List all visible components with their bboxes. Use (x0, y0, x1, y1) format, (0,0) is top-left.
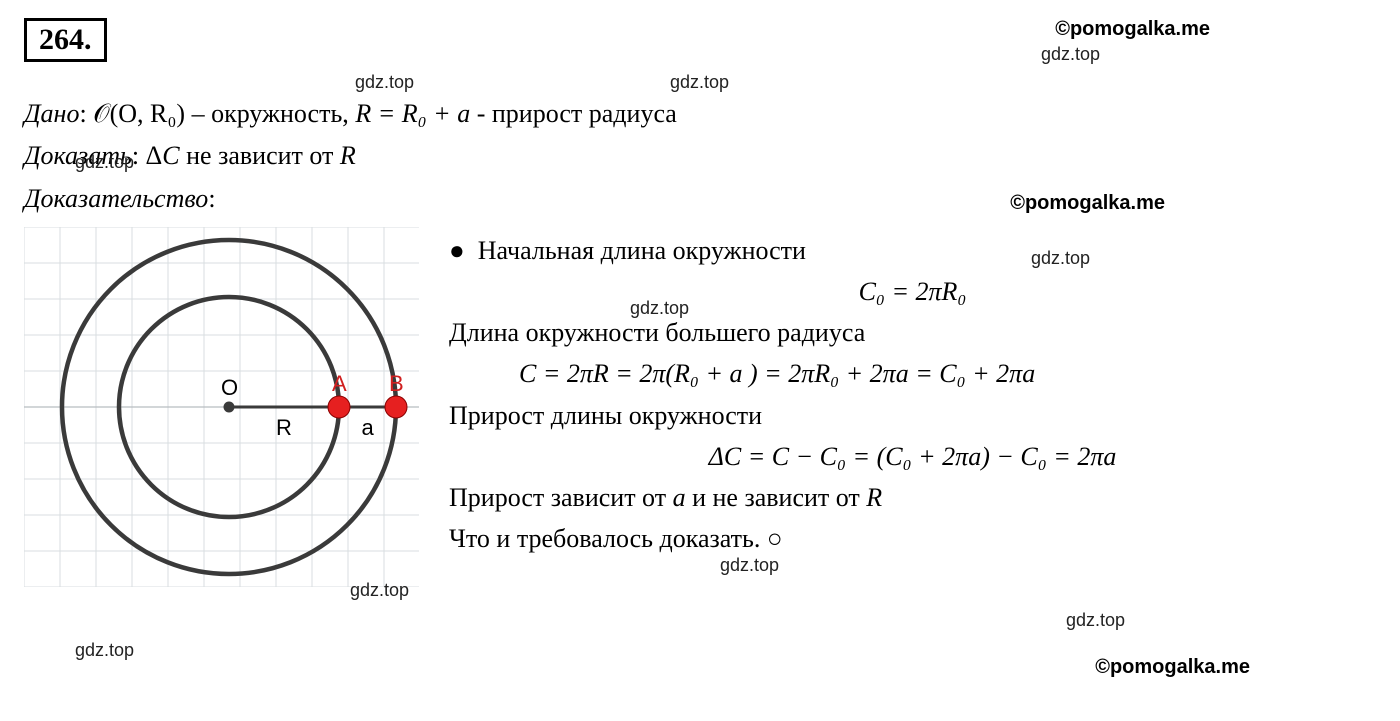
given-line: Дано: 𝒪(O, R₀) – окружность, R = R₀ + a … (24, 96, 1376, 132)
problem-number: 264. (24, 18, 107, 62)
given-circle-notation: 𝒪(O, R₀) (93, 99, 185, 128)
prove-var: C (162, 141, 179, 170)
given-label: Дано (24, 99, 79, 128)
given-tail: - прирост радиуса (470, 99, 677, 128)
svg-text:R: R (276, 415, 292, 440)
given-circle-desc: – окружность, (185, 99, 355, 128)
body-l4-mid: и не зависит от (686, 483, 867, 512)
svg-text:B: B (389, 371, 404, 396)
body-line-2: Длина окружности большего радиуса (449, 315, 1376, 350)
proof-label-line: Доказательство: (24, 181, 1376, 217)
watermark-pomogalka-3: ©pomogalka.me (1095, 656, 1250, 679)
body-eq-1: C₀ = 2πR₀ (449, 274, 1376, 309)
prove-label: Доказать (24, 141, 132, 170)
proof-label: Доказательство (24, 184, 208, 213)
body-l4-pre: Прирост зависит от (449, 483, 673, 512)
prove-prefix: : Δ (132, 141, 162, 170)
body-line-5: Что и требовалось доказать. ○ (449, 521, 1376, 556)
watermark-pomogalka: ©pomogalka.me (1055, 18, 1210, 41)
given-equation: R = R₀ + a (355, 99, 470, 128)
watermark-gdztop-3: gdz.top (670, 72, 729, 93)
svg-text:A: A (332, 371, 347, 396)
prove-mid: не зависит от (180, 141, 340, 170)
watermark-gdztop: gdz.top (1041, 44, 1100, 65)
watermark-gdztop-9: gdz.top (1066, 610, 1125, 631)
watermark-gdztop-10: gdz.top (75, 640, 134, 661)
prove-var2: R (340, 141, 356, 170)
svg-text:O: O (221, 375, 238, 400)
content-row: O A B Ra Начальная длина окружности C₀ = 2π… (24, 227, 1376, 587)
body-eq-3: ΔC = C − C₀ = (C₀ + 2πa) − C₀ = 2πa (449, 439, 1376, 474)
body-line-4: Прирост зависит от a и не зависит от R (449, 480, 1376, 515)
body-eq-2: C = 2πR = 2π(R₀ + a ) = 2πR₀ + 2πa = C₀ … (449, 356, 1376, 391)
body-l4-v1: a (673, 483, 686, 512)
diagram-column: O A B Ra (24, 227, 419, 587)
svg-text:a: a (362, 415, 375, 440)
proof-body: Начальная длина окружности C₀ = 2πR₀ Дли… (419, 227, 1376, 562)
prove-line: Доказать: ΔC не зависит от R (24, 138, 1376, 174)
body-line-1: Начальная длина окружности (449, 233, 1376, 268)
body-line-3: Прирост длины окружности (449, 398, 1376, 433)
watermark-gdztop-2: gdz.top (355, 72, 414, 93)
body-l4-v2: R (866, 483, 882, 512)
geometry-diagram: O A B Ra (24, 227, 419, 587)
